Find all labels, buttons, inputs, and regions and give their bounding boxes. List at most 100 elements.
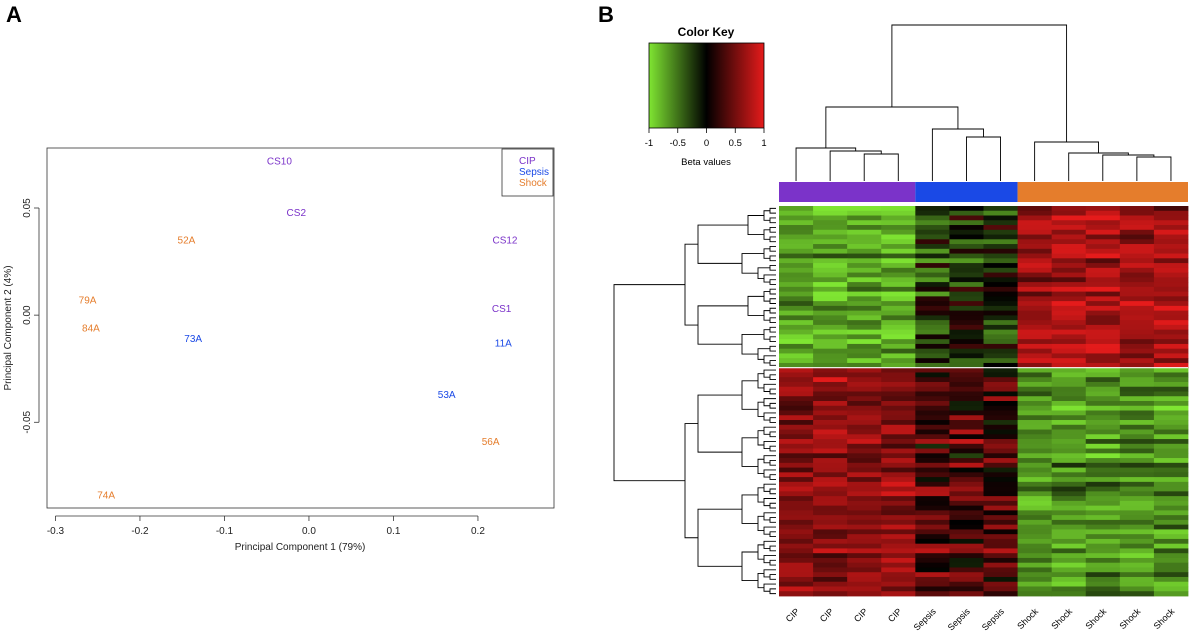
heatmap-cell (1153, 225, 1189, 231)
heatmap-cell (847, 453, 882, 459)
heatmap-cell (1153, 324, 1189, 331)
heatmap-cell (915, 253, 950, 259)
heatmap-cell (983, 448, 1018, 454)
heatmap-cell (1017, 239, 1053, 245)
heatmap-cell (1153, 391, 1189, 397)
heatmap-cell (983, 362, 1018, 369)
heatmap-cell (949, 229, 984, 235)
heatmap-cell (983, 434, 1018, 440)
heatmap-cell (1153, 505, 1189, 511)
heatmap-cell (915, 396, 950, 402)
heatmap-cell (847, 310, 882, 316)
heatmap-cell (847, 458, 882, 464)
heatmap-cell (779, 510, 814, 516)
heatmap-cell (779, 462, 814, 468)
heatmap-cell (813, 534, 848, 540)
heatmap-cell (1153, 358, 1189, 364)
group-color-bar (779, 182, 1188, 202)
heatmap-cell (1153, 396, 1189, 402)
heatmap-cell (983, 481, 1018, 488)
heatmap-cell (983, 286, 1018, 293)
heatmap-cell (813, 291, 848, 297)
heatmap-cell (1085, 206, 1121, 212)
heatmap-cell (1153, 348, 1189, 354)
heatmap-cell (847, 229, 882, 235)
heatmap-cell (1085, 334, 1121, 340)
heatmap-cell (813, 301, 848, 307)
heatmap-cell (1119, 405, 1155, 411)
heatmap-cell (881, 458, 916, 464)
heatmap-cell (1051, 239, 1087, 245)
heatmap-cell (779, 386, 814, 392)
heatmap-cell (1017, 396, 1053, 402)
dendrogram-branch (684, 243, 698, 326)
heatmap-cell (949, 472, 984, 478)
heatmap-cell (1051, 515, 1087, 521)
heatmap-cell (983, 486, 1018, 492)
heatmap-cell (949, 324, 984, 331)
heatmap-cell (949, 553, 984, 559)
heatmap-cell (779, 391, 814, 397)
heatmap-cell (881, 381, 916, 388)
heatmap-cell (983, 515, 1018, 521)
heatmap-cell (1153, 529, 1189, 535)
heatmap-cell (1085, 538, 1121, 545)
heatmap-cell (1017, 272, 1053, 278)
heatmap-cell (983, 248, 1018, 254)
heatmap-cell (1153, 477, 1189, 483)
heatmap-cell (1051, 424, 1087, 430)
heatmap-cell (1119, 581, 1155, 587)
heatmap-cell (1153, 339, 1189, 345)
heatmap-cell (1153, 258, 1189, 264)
heatmap-cell (983, 443, 1018, 449)
heatmap-cell (1017, 310, 1053, 316)
heatmap-cell (813, 358, 848, 364)
heatmap-cell (847, 553, 882, 559)
dendrogram-branch (1102, 154, 1155, 181)
heatmap-cell (949, 310, 984, 316)
heatmap-cell (1017, 401, 1053, 407)
dendrogram-branch (769, 388, 776, 395)
heatmap-cell (1119, 277, 1155, 283)
heatmap-cell (949, 439, 984, 445)
heatmap-cell (1051, 591, 1087, 597)
dendrogram-branch (863, 153, 899, 181)
heatmap-cell (915, 258, 950, 264)
heatmap-cell (1051, 282, 1087, 288)
heatmap-cell (1017, 267, 1053, 273)
heatmap-cell (983, 234, 1018, 240)
heatmap-cell (779, 548, 814, 554)
heatmap-cell (983, 210, 1018, 216)
heatmap-cell (1085, 424, 1121, 430)
heatmap-cell (847, 439, 882, 445)
heatmap-cell (813, 529, 848, 535)
heatmap-cell (1017, 420, 1053, 426)
heatmap-cell (1119, 401, 1155, 407)
heatmap-cell (1119, 377, 1155, 383)
heatmap-cell (1051, 401, 1087, 407)
heatmap-cell (881, 467, 916, 473)
heatmap-cell (1153, 215, 1189, 221)
heatmap-cell (1017, 581, 1053, 587)
heatmap-cell (1119, 429, 1155, 435)
heatmap-cell (881, 286, 916, 293)
heatmap-cell (779, 448, 814, 454)
heatmap-cell (1119, 481, 1155, 488)
heatmap-cell (1085, 472, 1121, 478)
heatmap-cell (1017, 301, 1053, 307)
heatmap-cell (1085, 586, 1121, 592)
heatmap-cell (813, 443, 848, 449)
dendrogram-branch (769, 445, 776, 452)
heatmap-cell (1119, 267, 1155, 273)
heatmap-cell (1051, 477, 1087, 483)
heatmap-cell (813, 215, 848, 221)
heatmap-cell (983, 572, 1018, 578)
heatmap-cell (1017, 372, 1053, 378)
heatmap-cell (881, 258, 916, 264)
heatmap-cell (1051, 225, 1087, 231)
heatmap-cell (1153, 282, 1189, 288)
heatmap-cell (881, 429, 916, 435)
dendrogram-branch (769, 207, 776, 214)
heatmap-cell (915, 315, 950, 321)
heatmap-cell (1017, 481, 1053, 488)
